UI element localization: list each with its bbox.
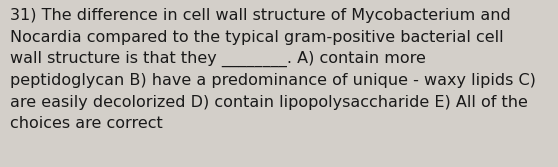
Text: 31) The difference in cell wall structure of Mycobacterium and
Nocardia compared: 31) The difference in cell wall structur… [10, 8, 536, 131]
